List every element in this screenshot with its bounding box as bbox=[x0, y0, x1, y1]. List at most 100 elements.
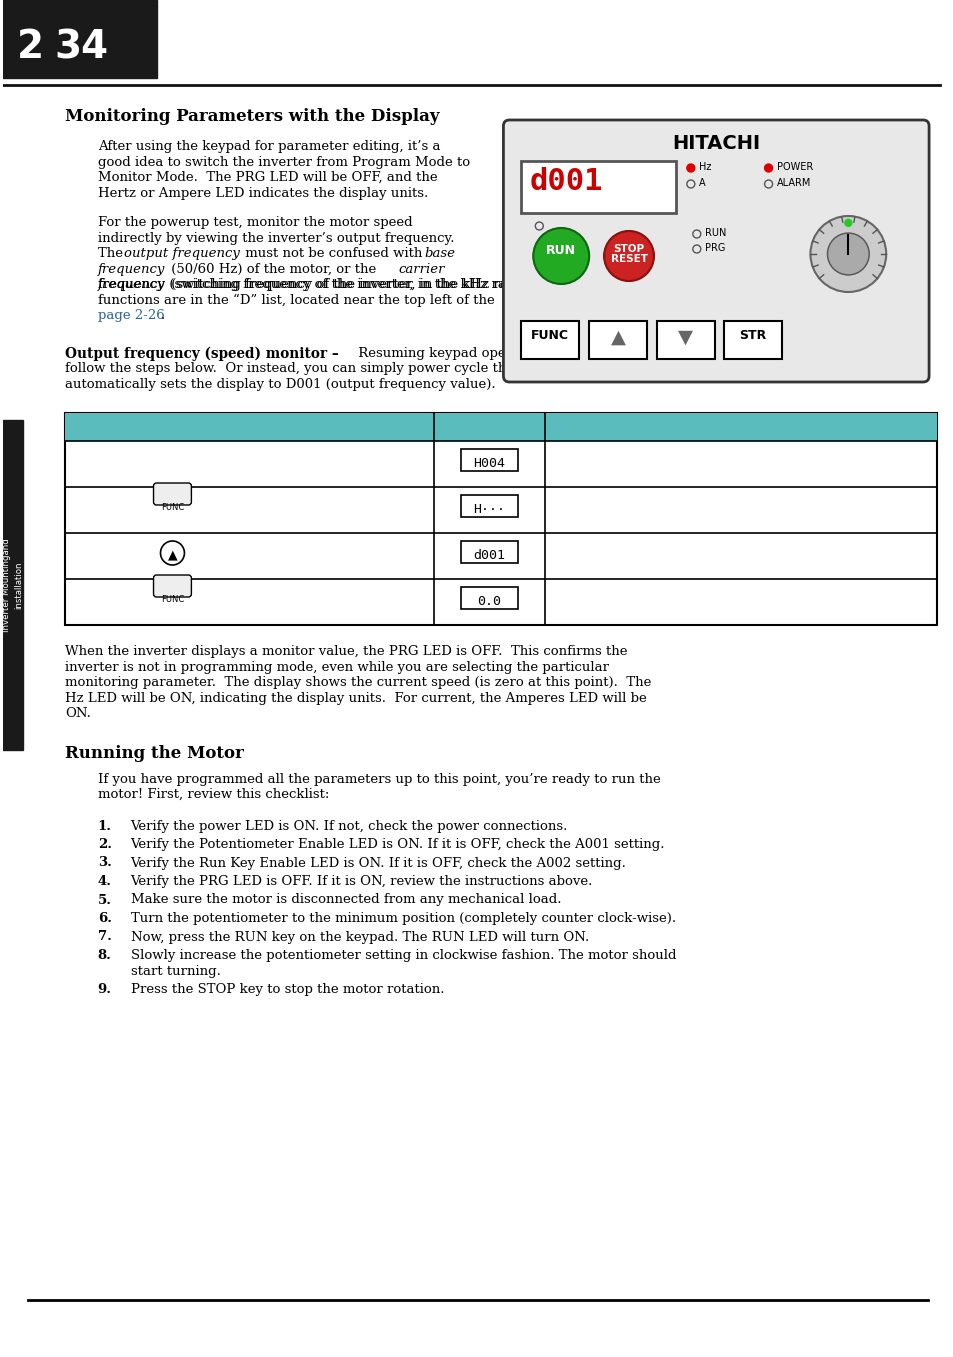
Text: Hz: Hz bbox=[699, 161, 710, 172]
Text: carrier: carrier bbox=[398, 262, 445, 275]
Text: When the inverter displays a monitor value, the PRG LED is OFF.  This confirms t: When the inverter displays a monitor val… bbox=[65, 645, 627, 658]
Bar bbox=[657, 322, 714, 360]
Text: ▲: ▲ bbox=[168, 548, 177, 560]
Text: 8.: 8. bbox=[97, 949, 112, 962]
Bar bbox=[460, 588, 517, 609]
Text: inverter is not in programming mode, even while you are selecting the particular: inverter is not in programming mode, eve… bbox=[65, 661, 608, 673]
Text: 6.: 6. bbox=[97, 912, 112, 925]
Text: HITACHI: HITACHI bbox=[672, 134, 760, 153]
Text: ▼: ▼ bbox=[678, 328, 693, 347]
Text: 5.: 5. bbox=[97, 893, 112, 906]
Text: Verify the PRG LED is OFF. If it is ON, review the instructions above.: Verify the PRG LED is OFF. If it is ON, … bbox=[131, 875, 593, 887]
Text: .: . bbox=[160, 309, 165, 322]
Text: Motor poles parameter: Motor poles parameter bbox=[558, 455, 714, 468]
Text: Verify the Potentiometer Enable LED is ON. If it is OFF, check the A001 setting.: Verify the Potentiometer Enable LED is O… bbox=[131, 839, 664, 851]
Text: Turn the potentiometer to the minimum position (completely counter clock-wise).: Turn the potentiometer to the minimum po… bbox=[131, 912, 675, 925]
Text: frequency: frequency bbox=[97, 278, 165, 290]
Text: 1.: 1. bbox=[97, 820, 112, 832]
Text: Verify the Run Key Enable LED is ON. If it is OFF, check the A002 setting.: Verify the Run Key Enable LED is ON. If … bbox=[131, 856, 626, 870]
Bar bbox=[65, 413, 936, 441]
Text: 7.: 7. bbox=[97, 931, 112, 943]
Text: ALARM: ALARM bbox=[776, 178, 810, 189]
Bar bbox=[460, 495, 517, 517]
FancyBboxPatch shape bbox=[503, 119, 928, 383]
Text: Func./Parameter: Func./Parameter bbox=[681, 421, 800, 434]
Text: 34: 34 bbox=[54, 28, 109, 66]
Text: H···: H··· bbox=[473, 503, 505, 516]
Circle shape bbox=[603, 231, 653, 281]
Bar bbox=[3, 421, 23, 750]
Text: key.: key. bbox=[190, 547, 219, 560]
Text: 2.: 2. bbox=[97, 839, 112, 851]
Bar bbox=[65, 413, 936, 626]
Text: monitoring parameter.  The display shows the current speed (is zero at this poin: monitoring parameter. The display shows … bbox=[65, 676, 651, 689]
Text: STR: STR bbox=[739, 328, 765, 342]
Text: “H” Group selected: “H” Group selected bbox=[558, 501, 689, 514]
Text: d001: d001 bbox=[529, 167, 602, 195]
Text: Resuming keypad operation from the previous table,: Resuming keypad operation from the previ… bbox=[354, 346, 710, 360]
Circle shape bbox=[533, 228, 589, 284]
Text: After using the keypad for parameter editing, it’s a: After using the keypad for parameter edi… bbox=[97, 140, 439, 153]
Text: key.: key. bbox=[193, 593, 222, 607]
Circle shape bbox=[810, 216, 885, 292]
Bar bbox=[3, 0, 156, 77]
Text: Verify the power LED is ON. If not, check the power connections.: Verify the power LED is ON. If not, chec… bbox=[131, 820, 567, 832]
Bar bbox=[589, 322, 646, 360]
Text: good idea to switch the inverter from Program Mode to: good idea to switch the inverter from Pr… bbox=[97, 156, 469, 168]
Text: must not be confused with: must not be confused with bbox=[241, 247, 426, 261]
Text: Output frequency displayed: Output frequency displayed bbox=[558, 593, 744, 607]
Bar bbox=[460, 541, 517, 563]
Text: A: A bbox=[699, 178, 704, 189]
Text: Now, press the RUN key on the keypad. The RUN LED will turn ON.: Now, press the RUN key on the keypad. Th… bbox=[131, 931, 588, 943]
Circle shape bbox=[844, 220, 851, 227]
Text: functions are in the “D” list, located near the top left of the: functions are in the “D” list, located n… bbox=[97, 293, 498, 307]
Text: page 2-26: page 2-26 bbox=[97, 309, 164, 322]
Text: 2: 2 bbox=[17, 28, 44, 66]
FancyBboxPatch shape bbox=[153, 483, 192, 505]
Text: Slowly increase the potentiometer setting in clockwise fashion. The motor should: Slowly increase the potentiometer settin… bbox=[131, 949, 676, 962]
Text: (50/60 Hz) of the motor, or the: (50/60 Hz) of the motor, or the bbox=[168, 262, 380, 275]
Text: (Starting point): (Starting point) bbox=[79, 455, 182, 468]
FancyBboxPatch shape bbox=[153, 575, 192, 597]
Bar bbox=[521, 322, 578, 360]
Text: Output frequency selected: Output frequency selected bbox=[558, 547, 737, 560]
Text: key.: key. bbox=[193, 501, 222, 514]
Text: 0.0: 0.0 bbox=[476, 594, 501, 608]
Text: automatically sets the display to D001 (output frequency value).: automatically sets the display to D001 (… bbox=[65, 377, 495, 391]
Text: If you have programmed all the parameters up to this point, you’re ready to run : If you have programmed all the parameter… bbox=[97, 772, 659, 786]
Text: The: The bbox=[97, 247, 127, 261]
Text: (switching frequency of the inverter, in the kHz range).  The monitoring: (switching frequency of the inverter, in… bbox=[168, 278, 653, 290]
Text: FUNC: FUNC bbox=[161, 594, 184, 604]
Text: Monitor Mode.  The PRG LED will be OFF, and the: Monitor Mode. The PRG LED will be OFF, a… bbox=[97, 171, 436, 185]
Text: H004: H004 bbox=[473, 457, 505, 470]
Text: output frequency: output frequency bbox=[124, 247, 239, 261]
Text: POWER: POWER bbox=[776, 161, 812, 172]
Circle shape bbox=[686, 164, 694, 172]
Text: Running the Motor: Running the Motor bbox=[65, 745, 243, 761]
Text: Inverter Mountingand
installation: Inverter Mountingand installation bbox=[2, 539, 24, 632]
Text: RUN: RUN bbox=[546, 244, 576, 256]
Bar bbox=[460, 449, 517, 471]
Text: RESET: RESET bbox=[610, 254, 647, 265]
Text: 9.: 9. bbox=[97, 982, 112, 996]
Text: follow the steps below.  Or instead, you can simply power cycle the inverter, wh: follow the steps below. Or instead, you … bbox=[65, 362, 618, 375]
Text: ▲: ▲ bbox=[610, 328, 625, 347]
Text: Press the: Press the bbox=[79, 547, 145, 560]
Text: Monitoring Parameters with the Display: Monitoring Parameters with the Display bbox=[65, 109, 438, 125]
Text: “Keypad Navigation Map”on: “Keypad Navigation Map”on bbox=[588, 293, 780, 307]
Circle shape bbox=[826, 233, 868, 275]
Text: Hertz or Ampere LED indicates the display units.: Hertz or Ampere LED indicates the displa… bbox=[97, 186, 428, 199]
Text: d001: d001 bbox=[473, 550, 505, 562]
Text: Output frequency (speed) monitor –: Output frequency (speed) monitor – bbox=[65, 346, 338, 361]
Text: 4.: 4. bbox=[97, 875, 112, 887]
Text: base: base bbox=[424, 247, 456, 261]
Text: indirectly by viewing the inverter’s output frequency.: indirectly by viewing the inverter’s out… bbox=[97, 232, 454, 244]
Text: 3.: 3. bbox=[97, 856, 112, 870]
Text: Display: Display bbox=[463, 421, 515, 434]
Circle shape bbox=[763, 164, 772, 172]
Text: frequency (switching frequency of the inverter, in the kHz range).  The monitori: frequency (switching frequency of the in… bbox=[97, 278, 650, 290]
Text: RUN: RUN bbox=[704, 228, 725, 237]
Text: motor! First, review this checklist:: motor! First, review this checklist: bbox=[97, 788, 329, 801]
Text: Action: Action bbox=[227, 421, 272, 434]
Text: For the powerup test, monitor the motor speed: For the powerup test, monitor the motor … bbox=[97, 216, 412, 229]
